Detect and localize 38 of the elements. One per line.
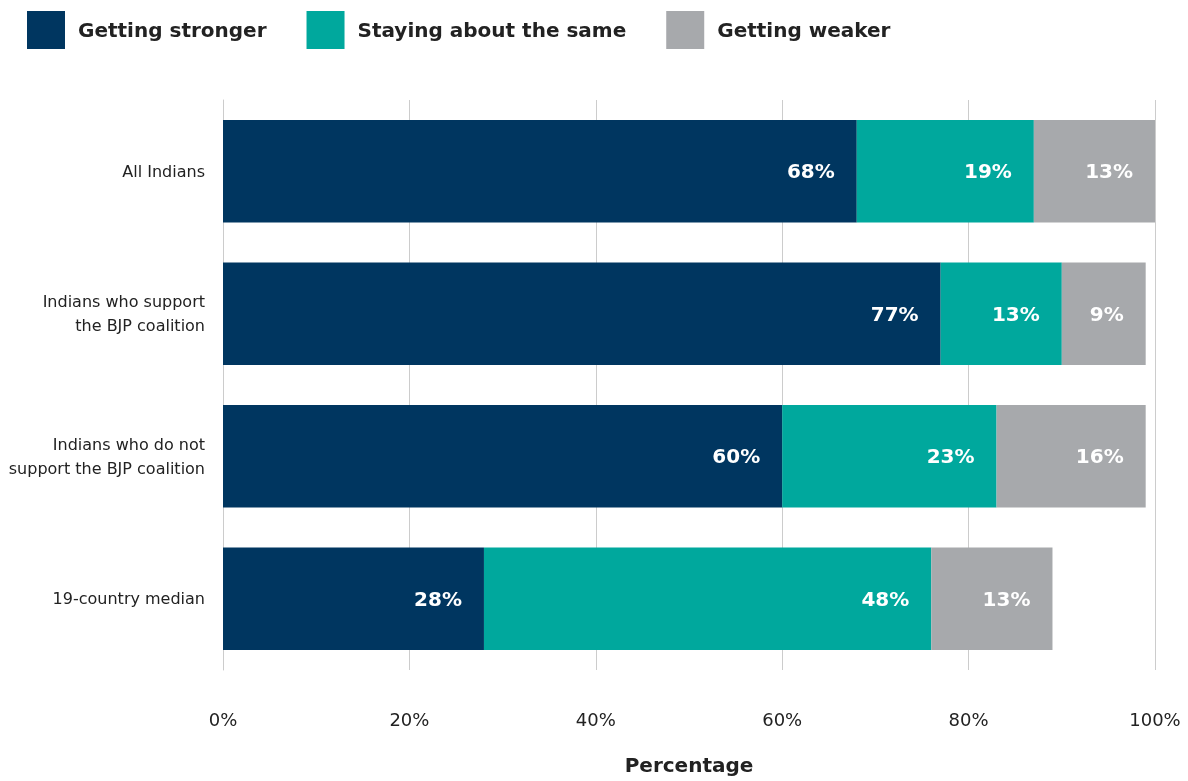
data-label: 60% [712, 444, 761, 469]
x-tick-label: 0% [208, 708, 238, 730]
data-label: 28% [414, 586, 462, 611]
data-label: 13% [991, 301, 1040, 326]
x-tick-label: 40% [575, 708, 616, 730]
data-label: 68% [786, 159, 835, 184]
y-tick-label: All Indians [122, 161, 205, 181]
bar [940, 262, 1062, 366]
bar [931, 547, 1053, 651]
bar [996, 404, 1146, 508]
data-label: 16% [1075, 444, 1124, 469]
data-label: 19% [963, 159, 1012, 184]
bar [1033, 119, 1155, 223]
bar [856, 119, 1034, 223]
x-tick-label: 60% [762, 708, 803, 730]
bar [782, 404, 997, 508]
legend-label: Getting stronger [78, 18, 267, 42]
data-label: 23% [926, 444, 975, 469]
x-tick-label: 100% [1129, 708, 1181, 730]
legend-label: Getting weaker [717, 18, 891, 42]
bar [223, 404, 783, 508]
data-label: 48% [861, 586, 910, 611]
x-tick-label: 80% [948, 708, 989, 730]
bar [1061, 262, 1146, 366]
data-label: 13% [1085, 159, 1133, 184]
x-axis-title: Percentage [624, 753, 754, 777]
y-tick-label: Indians who support the BJP coalition [42, 292, 205, 336]
data-label: 77% [870, 301, 919, 326]
bar [483, 547, 932, 651]
y-tick-label: 19-country median [52, 589, 205, 609]
data-label: 9% [1089, 301, 1124, 326]
y-tick-label: Indians who do not support the BJP coalition [8, 434, 205, 478]
x-tick-label: 20% [389, 708, 430, 730]
bar [223, 119, 857, 223]
bar [223, 262, 941, 366]
bar [223, 547, 484, 651]
legend-label: Staying about the same [357, 18, 627, 42]
data-label: 13% [982, 586, 1031, 611]
